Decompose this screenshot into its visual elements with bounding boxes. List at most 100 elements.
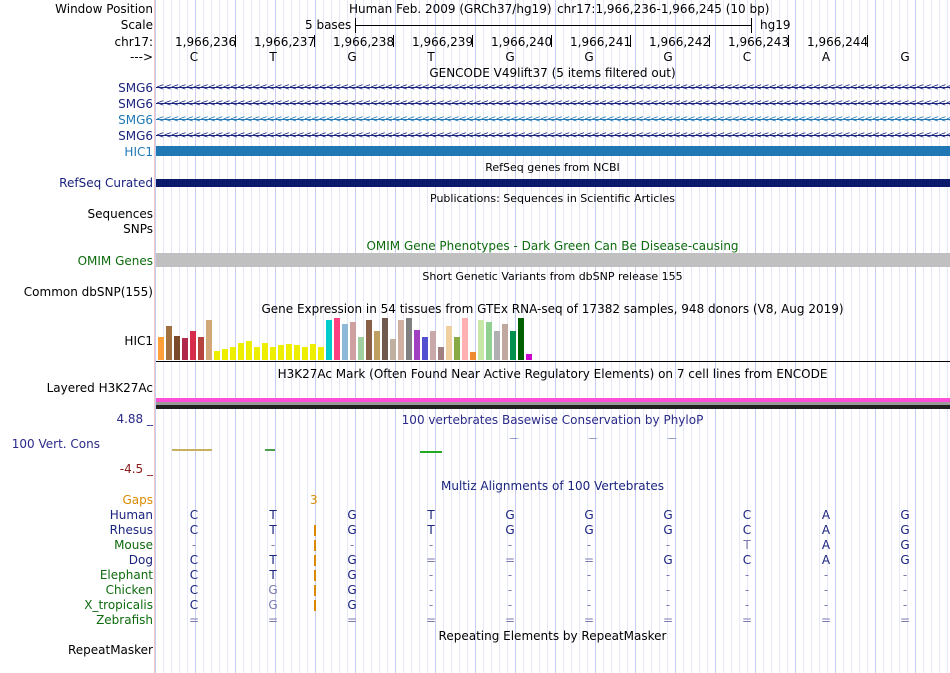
gencode-item-label[interactable]: HIC1 [124,145,153,159]
gaps-label[interactable]: Gaps [122,493,153,507]
alignment-base: G [347,553,357,567]
publications-title[interactable]: Publications: Sequences in Scientific Ar… [430,192,675,205]
gtex-tissue-bar[interactable] [478,320,484,360]
gtex-tissue-bar[interactable] [182,338,188,360]
refseq-label[interactable]: RefSeq Curated [59,176,153,190]
gtex-tissue-bar[interactable] [366,320,372,360]
gtex-tissue-bar[interactable] [310,344,316,360]
gtex-tissue-bar[interactable] [270,347,276,360]
omim-gene-bar[interactable] [156,253,950,267]
gtex-tissue-bar[interactable] [294,345,300,360]
species-label[interactable]: Dog [128,553,153,567]
gtex-tissue-bar[interactable] [502,324,508,360]
gtex-title[interactable]: Gene Expression in 54 tissues from GTEx … [261,302,844,316]
alignment-base: G [347,508,357,522]
h3k27ac-signal-dark[interactable] [156,405,950,409]
dbsnp-title[interactable]: Short Genetic Variants from dbSNP releas… [422,270,683,283]
species-label[interactable]: Chicken [105,583,153,597]
gencode-item-label[interactable]: SMG6 [118,81,153,95]
h3k27ac-signal-gray[interactable] [156,402,950,405]
gtex-tissue-bar[interactable] [454,337,460,360]
gtex-tissue-bar[interactable] [494,331,500,360]
alignment-base: A [821,538,831,552]
position-readout[interactable]: chr17:1,966,236-1,966,245 (10 bp) [557,2,770,16]
gtex-tissue-bar[interactable] [158,337,164,360]
species-label[interactable]: Mouse [114,538,153,552]
gtex-tissue-bar[interactable] [278,345,284,360]
gtex-tissue-bar[interactable] [214,351,220,360]
phylop-title[interactable]: 100 vertebrates Basewise Conservation by… [401,413,704,427]
gtex-tissue-bar[interactable] [254,347,260,360]
gtex-tissue-bar[interactable] [398,320,404,360]
dbsnp-label[interactable]: Common dbSNP(155) [23,285,153,299]
multiz-title[interactable]: Multiz Alignments of 100 Vertebrates [440,479,665,493]
gtex-tissue-bar[interactable] [222,349,228,360]
gtex-tissue-bar[interactable] [286,344,292,360]
gtex-tissue-bar[interactable] [526,354,532,360]
publications-sequences-label[interactable]: Sequences [87,207,153,221]
gtex-tissue-bar[interactable] [326,320,332,360]
gtex-tissue-bar[interactable] [350,322,356,360]
gtex-tissue-bar[interactable] [470,352,476,360]
gtex-tissue-bar[interactable] [414,330,420,360]
gencode-intron-line[interactable] [156,119,950,120]
gencode-title[interactable]: GENCODE V49lift37 (5 items filtered out) [429,66,676,80]
refseq-gene-bar[interactable] [156,179,950,187]
gtex-tissue-bar[interactable] [190,331,196,360]
gtex-tissue-bar[interactable] [334,318,340,360]
gencode-intron-line[interactable] [156,87,950,88]
species-label[interactable]: Zebrafish [96,613,153,627]
gencode-exon-bar[interactable] [156,146,950,156]
species-label[interactable]: Elephant [99,568,153,582]
gtex-tissue-bar[interactable] [510,331,516,360]
gtex-tissue-bar[interactable] [238,343,244,360]
gtex-label[interactable]: HIC1 [124,334,153,348]
alignment-base: G [347,598,357,612]
h3k27ac-title[interactable]: H3K27Ac Mark (Often Found Near Active Re… [277,367,828,381]
gtex-tissue-bar[interactable] [342,324,348,360]
repeatmasker-label[interactable]: RepeatMasker [67,643,153,657]
omim-label[interactable]: OMIM Genes [77,254,153,268]
omim-title[interactable]: OMIM Gene Phenotypes - Dark Green Can Be… [366,239,739,253]
gtex-tissue-bar[interactable] [230,347,236,360]
gtex-tissue-bar[interactable] [302,347,308,360]
gencode-item-label[interactable]: SMG6 [118,113,153,127]
gtex-tissue-bar[interactable] [430,331,436,360]
gtex-tissue-bar[interactable] [406,318,412,360]
gtex-tissue-bar[interactable] [438,347,444,360]
gtex-tissue-bar[interactable] [358,337,364,360]
gtex-tissue-bar[interactable] [422,337,428,360]
gtex-tissue-bar[interactable] [374,331,380,360]
gtex-tissue-bar[interactable] [486,322,492,360]
scale-db: hg19 [760,18,791,32]
gencode-item-label[interactable]: SMG6 [118,97,153,111]
gtex-tissue-bar[interactable] [174,336,180,360]
h3k27ac-signal-magenta[interactable] [156,398,950,402]
h3k27ac-label[interactable]: Layered H3K27Ac [46,381,153,395]
gencode-intron-line[interactable] [156,103,950,104]
gtex-tissue-bar[interactable] [462,318,468,360]
alignment-base: C [189,523,199,537]
species-label[interactable]: Human [109,508,153,522]
gtex-tissue-bar[interactable] [518,318,524,360]
phylop-max-label: 4.88 _ [116,412,153,426]
assembly-title[interactable]: Human Feb. 2009 (GRCh37/hg19) [349,2,552,16]
gencode-intron-line[interactable] [156,135,950,136]
gencode-item-label[interactable]: SMG6 [118,129,153,143]
species-label[interactable]: Rhesus [109,523,153,537]
species-label[interactable]: X_tropicalis [84,598,153,612]
refseq-title[interactable]: RefSeq genes from NCBI [485,161,620,174]
gtex-tissue-bar[interactable] [318,347,324,360]
gtex-tissue-bar[interactable] [446,326,452,360]
reference-base: G [347,50,357,64]
publications-snps-label[interactable]: SNPs [123,222,153,236]
gtex-tissue-bar[interactable] [206,320,212,360]
gtex-tissue-bar[interactable] [166,326,172,360]
gtex-tissue-bar[interactable] [382,318,388,360]
gtex-tissue-bar[interactable] [390,339,396,360]
gtex-tissue-bar[interactable] [198,337,204,360]
gtex-tissue-bar[interactable] [262,343,268,360]
repeatmasker-title[interactable]: Repeating Elements by RepeatMasker [438,629,667,643]
phylop-label[interactable]: 100 Vert. Cons [11,437,100,451]
gtex-tissue-bar[interactable] [246,341,252,360]
